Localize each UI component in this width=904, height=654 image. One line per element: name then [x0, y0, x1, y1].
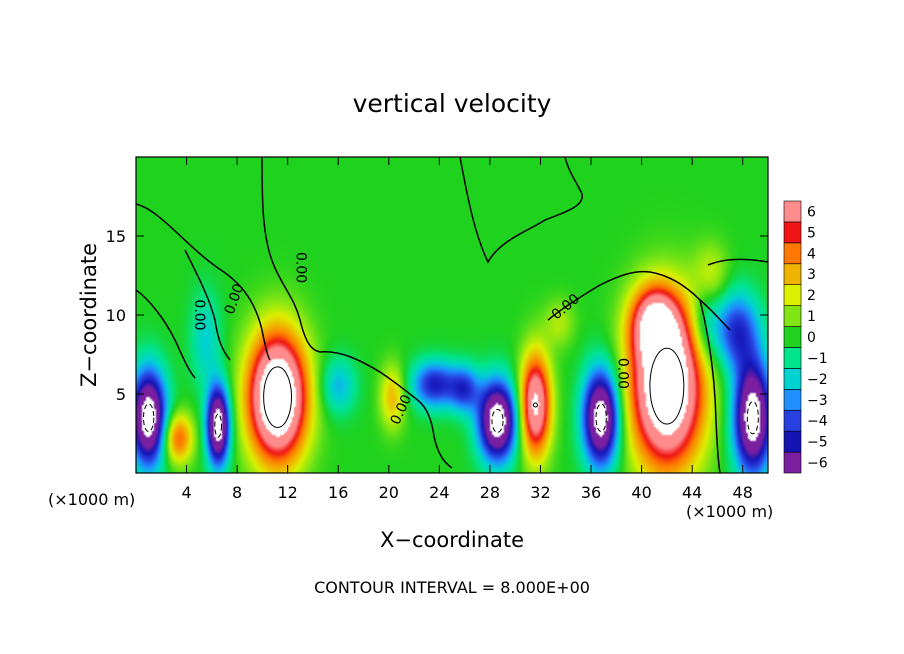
x-axis-label: X−coordinate [380, 528, 524, 552]
x-tick-label: 32 [530, 483, 550, 502]
colorbar-label: 3 [807, 267, 816, 283]
colorbar-label: 2 [807, 288, 816, 304]
y-axis-label: Z−coordinate [77, 243, 101, 387]
colorbar-label: −4 [807, 414, 828, 430]
updraft-core-contour [532, 402, 538, 408]
threshold-zones [142, 347, 759, 438]
colorbar-swatch [783, 409, 802, 432]
x-tick-label: 16 [328, 483, 348, 502]
colorbar-label: 0 [807, 330, 816, 346]
zero-contour-center [319, 351, 453, 469]
x-tick-label: 36 [581, 483, 601, 502]
colorbar-swatch [783, 347, 802, 369]
colorbar: −6 −5 −4 −3 −2 −1 0 1 2 3 4 5 6 [783, 200, 828, 474]
updraft-core-contour [649, 347, 685, 425]
x-tick-label: 48 [733, 483, 753, 502]
colorbar-swatch [783, 284, 802, 306]
x-tick-label: 12 [278, 483, 298, 502]
colorbar-swatch [783, 242, 802, 265]
plot-area: 0.00 0.000.000.000.000.00 [135, 156, 769, 474]
y-tick-label: 5 [116, 385, 126, 404]
colorbar-swatch [783, 221, 802, 244]
colorbar-swatch [783, 430, 802, 453]
zero-contour-ridge [184, 249, 231, 361]
contour-lines [136, 157, 768, 473]
y-tick-label: 15 [106, 227, 126, 246]
zero-contour-upper-center [261, 157, 321, 353]
colorbar-swatch [783, 200, 802, 223]
downdraft-core-contour [142, 403, 155, 433]
x-tick-label: 44 [682, 483, 702, 502]
contour-label: 0.00 [191, 299, 207, 330]
downdraft-core-contour [214, 413, 222, 438]
zero-contour-lower-right [699, 299, 721, 473]
colorbar-swatch [783, 368, 802, 390]
colorbar-label: −5 [807, 435, 828, 451]
updraft-core-contour [263, 366, 293, 428]
x-tick-label: 8 [232, 483, 242, 502]
velocity-field-heatmap [136, 157, 768, 473]
x-tick-label: 40 [631, 483, 651, 502]
colorbar-swatch [783, 305, 802, 327]
x-tick-label: 24 [429, 483, 449, 502]
colorbar-label: 6 [807, 204, 816, 220]
colorbar-label: −2 [807, 372, 828, 388]
colorbar-label: −6 [807, 456, 828, 472]
downdraft-core-contour [746, 401, 759, 435]
x-axis: 4 8 12 16 20 24 28 32 36 40 44 48 [181, 157, 753, 502]
x-unit-left: (×1000 m) [48, 490, 135, 509]
chart-title: vertical velocity [353, 89, 552, 118]
colorbar-label: −3 [807, 393, 828, 409]
colorbar-swatch [783, 389, 802, 411]
x-tick-label: 20 [379, 483, 399, 502]
colorbar-swatch [783, 451, 802, 474]
y-axis: 5 10 15 [106, 227, 768, 404]
colorbar-label: −1 [807, 351, 828, 367]
zero-contour-top [459, 157, 583, 264]
x-tick-label: 28 [480, 483, 500, 502]
zero-contour-left-inner [136, 289, 196, 379]
downdraft-core-contour [595, 403, 607, 433]
contour-label: 0.00 [615, 358, 631, 389]
zero-contour-left [136, 203, 271, 361]
contour-interval-note: CONTOUR INTERVAL = 8.000E+00 [314, 578, 590, 597]
colorbar-label: 4 [807, 246, 816, 262]
y-tick-label: 10 [106, 306, 126, 325]
downdraft-core-contour [491, 408, 504, 433]
colorbar-swatch [783, 326, 802, 348]
colorbar-label: 5 [807, 225, 816, 241]
colorbar-label: 1 [807, 309, 816, 325]
x-unit-right: (×1000 m) [686, 502, 773, 521]
zero-contour-right-edge [707, 258, 768, 266]
contour-label: 0.00 [292, 252, 308, 283]
x-tick-label: 4 [181, 483, 191, 502]
zero-contour-right [547, 270, 731, 331]
colorbar-swatch [783, 263, 802, 285]
